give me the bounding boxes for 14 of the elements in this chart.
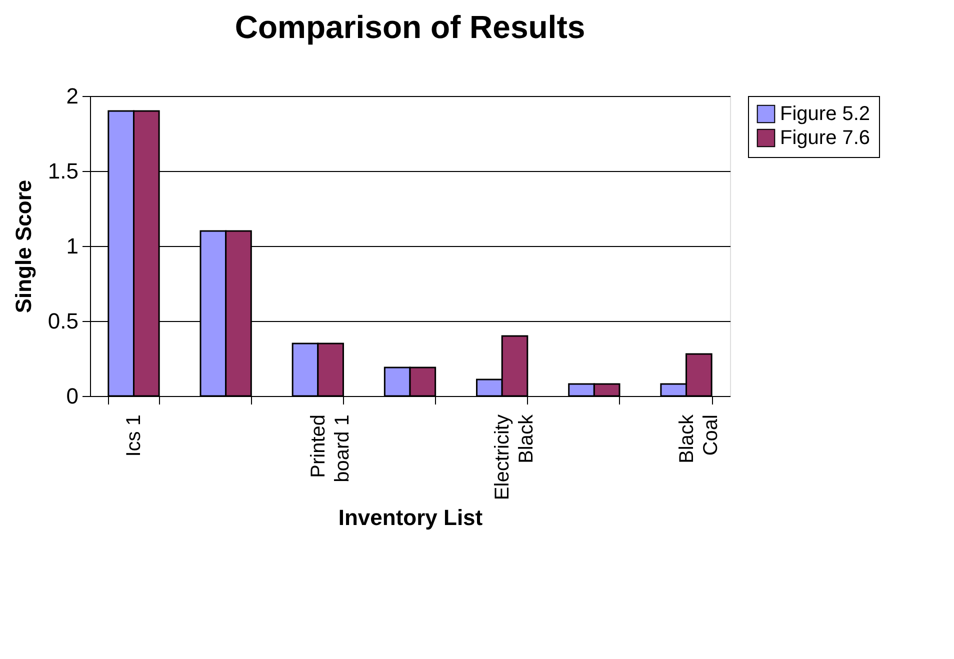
y-tick-label: 0.5	[48, 308, 78, 334]
legend-label: Figure 5.2	[780, 103, 870, 125]
y-tick-label: 2	[66, 84, 78, 108]
y-tick-label: 0	[66, 384, 78, 408]
y-axis-title: Single Score	[10, 180, 36, 314]
x-tick-label: Electricity Black	[492, 414, 538, 500]
y-tick-label: 1	[66, 234, 78, 258]
y-tick-label: 1.5	[48, 158, 78, 184]
x-tick-label: Printed board 1	[307, 414, 354, 482]
chart-title: Comparison of Results	[234, 9, 586, 45]
x-axis-title: Inventory List	[338, 505, 484, 530]
legend-label: Figure 7.6	[780, 127, 870, 149]
x-tick-label: Ics 1	[123, 414, 146, 457]
x-tick-label: Black Coal	[676, 414, 722, 464]
